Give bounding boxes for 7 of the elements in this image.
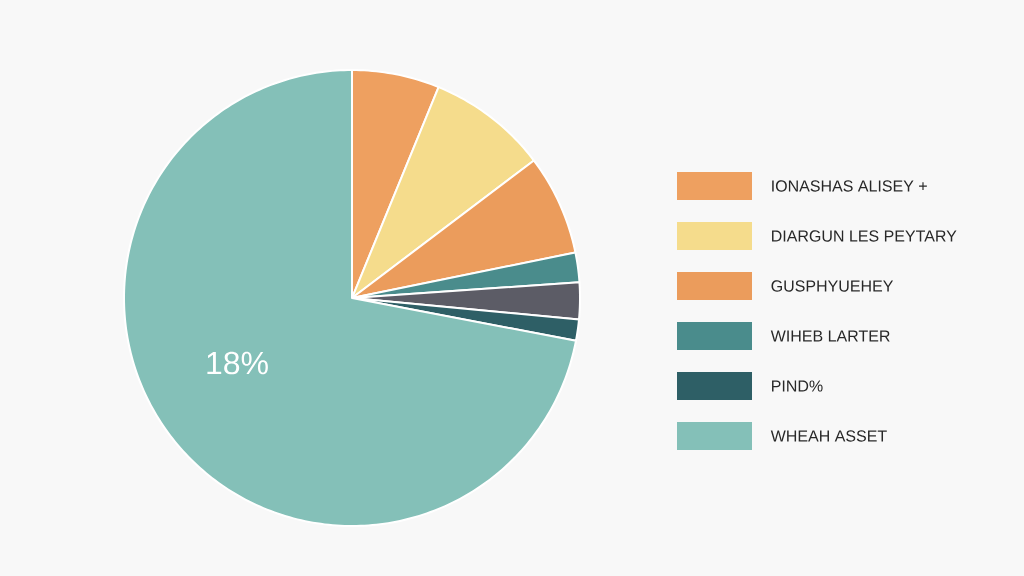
legend-label: GUSPHYUEHEY	[771, 280, 894, 292]
legend-label: IONASHAS ALISEY +	[772, 180, 927, 192]
text: 18%	[207, 351, 268, 375]
legend-label: WIHEB LARTER	[770, 330, 890, 342]
legend-label: WHEAH ASSET	[770, 430, 887, 442]
legend-label: PIND%	[772, 380, 823, 392]
legend-label: DIARGUN LES PEYTARY	[772, 230, 957, 242]
